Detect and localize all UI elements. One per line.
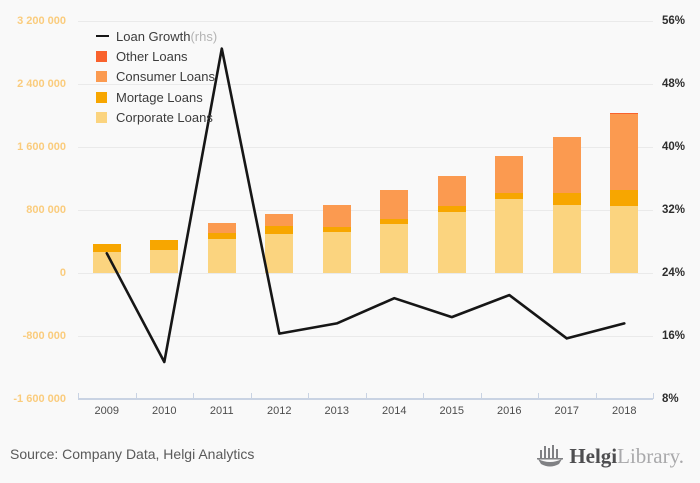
plot-area xyxy=(78,21,654,400)
axis-tick xyxy=(423,393,424,399)
legend-label: Mortage Loans xyxy=(116,89,203,105)
bar-segment-mortage-loans xyxy=(207,233,236,239)
left-axis-tick-label: 0 xyxy=(59,267,66,279)
bar-segment-consumer-loans xyxy=(265,213,294,226)
x-axis-year-label: 2017 xyxy=(554,405,579,417)
left-axis-tick-label: 1 600 000 xyxy=(17,141,66,153)
bar-segment-mortage-loans xyxy=(437,206,466,212)
bar-segment-corporate-loans xyxy=(322,232,351,273)
x-axis-year-label: 2010 xyxy=(152,405,177,417)
right-axis-tick-label: 32% xyxy=(662,204,686,216)
bar-segment-consumer-loans xyxy=(610,114,639,191)
axis-tick xyxy=(365,393,367,399)
bar-segment-corporate-loans xyxy=(495,198,524,273)
bar-segment-corporate-loans xyxy=(380,223,409,273)
x-axis-year-label: 2013 xyxy=(324,405,349,417)
legend-item-other-loans: Other Loans xyxy=(96,46,217,66)
axis-tick xyxy=(308,393,309,399)
axis-tick xyxy=(78,393,79,399)
bar-segment-mortage-loans xyxy=(150,239,179,250)
line-swatch-icon xyxy=(96,34,109,38)
gridline xyxy=(78,147,653,148)
bar-segment-mortage-loans xyxy=(265,225,294,235)
bar-segment-consumer-loans xyxy=(437,175,466,207)
bar-segment-consumer-loans xyxy=(495,155,524,193)
x-axis-year-label: 2015 xyxy=(439,405,464,417)
logo-helgi: Helgi xyxy=(569,443,618,468)
helgi-library-logo[interactable]: HelgiLibrary. xyxy=(537,442,684,470)
x-axis-year-label: 2014 xyxy=(382,405,407,417)
x-axis-year-label: 2011 xyxy=(209,405,234,417)
legend: Loan Growth (rhs) Other Loans Consumer Loa… xyxy=(96,26,217,127)
bar-segment-mortage-loans xyxy=(92,243,121,252)
bar-segment-mortage-loans xyxy=(495,192,524,199)
ship-icon xyxy=(537,445,564,467)
loan-growth-line xyxy=(105,47,626,364)
axis-tick xyxy=(193,393,194,399)
axis-tick xyxy=(480,393,482,399)
bar-segment-mortage-loans xyxy=(552,193,581,205)
axis-tick xyxy=(135,393,137,399)
color-swatch-icon xyxy=(96,91,107,103)
left-axis-tick-label: 2 400 000 xyxy=(17,78,66,90)
left-axis-tick-label: -1 600 000 xyxy=(13,393,66,405)
legend-item-mortage-loans: Mortage Loans xyxy=(96,87,217,107)
gridline xyxy=(78,84,653,85)
bar-segment-mortage-loans xyxy=(322,227,351,233)
source-text: Source: Company Data, Helgi Analytics xyxy=(10,446,255,462)
bar-segment-mortage-loans xyxy=(380,218,409,224)
bar-segment-consumer-loans xyxy=(380,190,409,219)
left-axis-tick-label: -800 000 xyxy=(22,330,66,342)
right-axis-tick-label: 48% xyxy=(662,78,686,90)
color-swatch-icon xyxy=(96,50,107,62)
x-axis-line xyxy=(78,398,653,400)
gridline xyxy=(78,210,653,211)
x-axis-year-label: 2009 xyxy=(94,405,119,417)
logo-text: HelgiLibrary. xyxy=(569,444,684,469)
x-axis-year-label: 2012 xyxy=(267,405,292,417)
bar-segment-corporate-loans xyxy=(265,234,294,273)
bar-segment-corporate-loans xyxy=(552,204,581,273)
bar-segment-other-loans xyxy=(610,112,639,115)
axis-tick xyxy=(538,393,539,399)
legend-label: Loan Growth xyxy=(116,28,191,44)
color-swatch-icon xyxy=(96,111,107,123)
bar-segment-corporate-loans xyxy=(437,211,466,273)
axis-tick xyxy=(595,393,597,399)
legend-label: Other Loans xyxy=(116,48,188,64)
legend-item-corporate-loans: Corporate Loans xyxy=(96,107,217,127)
legend-item-loan-growth: Loan Growth (rhs) xyxy=(96,26,217,46)
bar-segment-corporate-loans xyxy=(610,206,639,273)
bar-segment-corporate-loans xyxy=(207,238,236,273)
left-axis-tick-label: 800 000 xyxy=(26,204,66,216)
x-axis-year-label: 2016 xyxy=(497,405,522,417)
bar-segment-mortage-loans xyxy=(610,190,639,207)
x-axis-year-label: 2018 xyxy=(612,405,637,417)
legend-label: Corporate Loans xyxy=(116,109,213,125)
right-axis-tick-label: 56% xyxy=(662,15,686,27)
legend-suffix: (rhs) xyxy=(190,28,218,44)
color-swatch-icon xyxy=(96,71,107,83)
bar-segment-corporate-loans xyxy=(150,249,179,273)
right-axis-tick-label: 8% xyxy=(662,393,679,405)
gridline xyxy=(78,336,653,337)
logo-library: Library. xyxy=(617,443,684,468)
gridline xyxy=(78,273,653,274)
axis-tick xyxy=(653,393,654,399)
left-axis-tick-label: 3 200 000 xyxy=(17,15,66,27)
right-axis-tick-label: 16% xyxy=(662,330,686,342)
legend-label: Consumer Loans xyxy=(116,69,215,85)
bar-segment-consumer-loans xyxy=(207,223,236,234)
right-axis-tick-label: 24% xyxy=(662,267,686,279)
bar-segment-consumer-loans xyxy=(322,205,351,228)
bar-segment-consumer-loans xyxy=(552,137,581,194)
gridline xyxy=(78,21,653,22)
right-axis-tick-label: 40% xyxy=(662,141,686,153)
legend-item-consumer-loans: Consumer Loans xyxy=(96,67,217,87)
axis-tick xyxy=(250,393,252,399)
